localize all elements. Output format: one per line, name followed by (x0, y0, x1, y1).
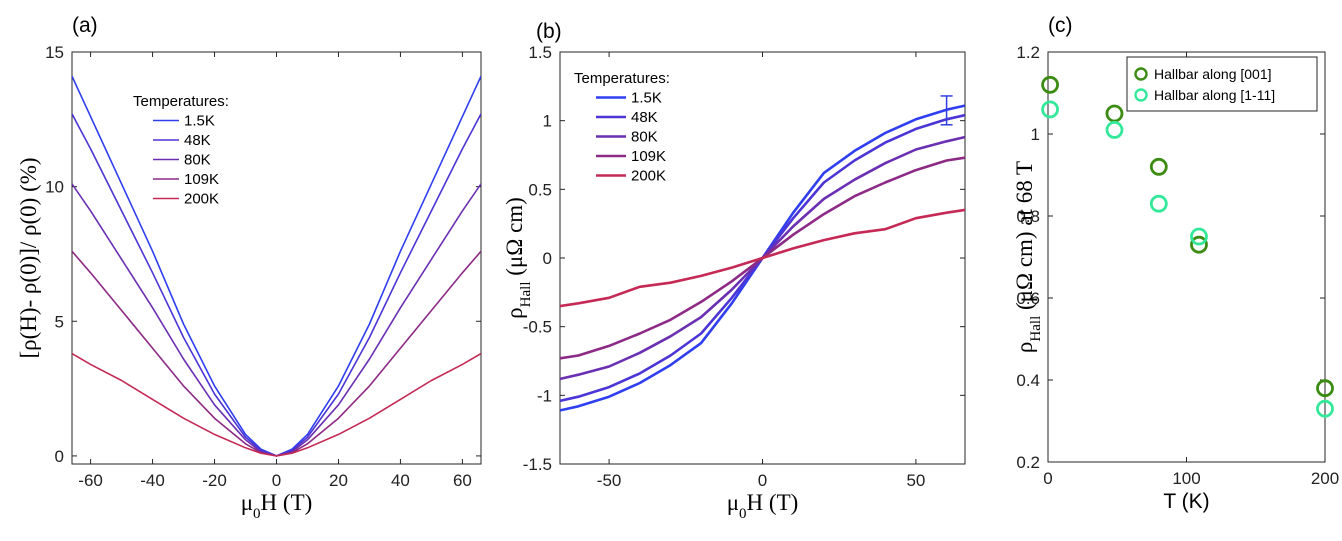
x-tick-label: 0 (758, 471, 767, 490)
x-tick-label: 20 (329, 471, 348, 490)
legend-label: 200K (184, 191, 219, 208)
x-tick-label: 40 (391, 471, 410, 490)
legend-title: Temperatures: (133, 93, 229, 110)
y-tick-label: 0.8 (1016, 207, 1040, 226)
y-tick-label: 1 (543, 112, 552, 131)
scatter-point (1190, 235, 1208, 254)
x-tick-label: 60 (453, 471, 472, 490)
legend-label: 80K (631, 129, 658, 146)
series-line-200K (72, 352, 481, 457)
legend-label: 109K (631, 148, 666, 165)
panel-a-label: (a) (72, 14, 98, 37)
legend-label: Hallbar along [1-11] (1154, 87, 1275, 103)
scatter-point (1190, 227, 1208, 246)
y-tick-label: 1.2 (1016, 43, 1040, 62)
scatter-point (1316, 399, 1334, 418)
x-tick-label: 200 (1311, 469, 1339, 488)
x-tick-label: 0 (272, 471, 281, 490)
y-axis-label: ρHall (μΩ cm) at 68 T (1012, 161, 1044, 353)
y-axis-label: [ρ(H)- ρ(0)]/ ρ(0) (%) (16, 157, 41, 358)
y-tick-label: 5 (55, 312, 64, 331)
legend-box (1126, 56, 1318, 112)
legend-label: 80K (184, 152, 211, 169)
scatter-point (1149, 194, 1168, 213)
y-tick-label: 15 (45, 43, 64, 62)
y-tick-label: 0 (543, 249, 552, 268)
x-tick-label: 50 (906, 471, 925, 490)
y-tick-label: 0 (55, 447, 64, 466)
legend-label: 109K (184, 171, 219, 188)
x-tick-label: 100 (1172, 469, 1200, 488)
y-tick-label: 10 (45, 178, 64, 197)
legend-label: 48K (631, 109, 658, 126)
chart-panel-a: -60 -40 -20 0 20 40 60 0 5 10 15 Temperatures: 1.5K 4… (16, 43, 482, 522)
y-tick-label: -1.5 (523, 455, 552, 474)
x-axis-label: μ0H (T) (241, 490, 313, 522)
legend-label: Hallbar along [001] (1154, 66, 1272, 82)
scatter-point (1105, 120, 1124, 139)
series-line-1.5K (72, 75, 481, 457)
scatter-point (1149, 157, 1168, 176)
series-line-200K (560, 208, 965, 308)
plot-frame (1047, 51, 1326, 463)
y-tick-label: 0.4 (1016, 371, 1040, 390)
y-tick-label: 0.6 (1016, 289, 1040, 308)
x-axis-label: μ0H (T) (727, 490, 799, 522)
series-line-109K (72, 250, 481, 457)
y-axis-label: ρHall (μΩ cm) (502, 197, 534, 319)
y-tick-label: 0.2 (1016, 453, 1040, 472)
y-tick-label: -0.5 (523, 318, 552, 337)
legend-marker (1134, 88, 1148, 102)
x-tick-label: 0 (1043, 469, 1052, 488)
y-tick-label: -1 (537, 386, 552, 405)
y-tick-label: 0.5 (528, 180, 552, 199)
scatter-point (1041, 100, 1059, 119)
x-tick-label: -50 (597, 471, 622, 490)
panel-b-label: (b) (536, 20, 562, 43)
x-axis-label: T (K) (1163, 490, 1209, 513)
series-line-80K (72, 183, 481, 457)
chart-panel-c: 0 100 200 0.2 0.4 0.6 0.8 1 1.2 Hallbar along [00… (1012, 43, 1339, 513)
plot-frame (71, 51, 482, 465)
series-line-48K (72, 113, 481, 457)
x-tick-label: -40 (140, 471, 165, 490)
legend-label: 200K (631, 168, 666, 185)
x-tick-label: -60 (78, 471, 103, 490)
legend-label: 1.5K (184, 113, 215, 130)
legend-label: 48K (184, 132, 211, 149)
y-tick-label: 1 (1031, 125, 1040, 144)
scatter-point (1316, 379, 1334, 398)
scatter-point (1105, 104, 1124, 123)
legend-label: 1.5K (631, 90, 662, 107)
panel-c-label: (c) (1048, 14, 1073, 37)
scatter-point (1041, 75, 1059, 94)
y-tick-label: 1.5 (528, 43, 552, 62)
legend-marker (1134, 67, 1148, 81)
x-tick-label: -20 (202, 471, 227, 490)
legend-title: Temperatures: (574, 70, 670, 87)
chart-panel-b: -50 0 50 -1.5 -1 -0.5 0 0.5 1 1.5 Temperatures: 1.5… (502, 43, 966, 522)
